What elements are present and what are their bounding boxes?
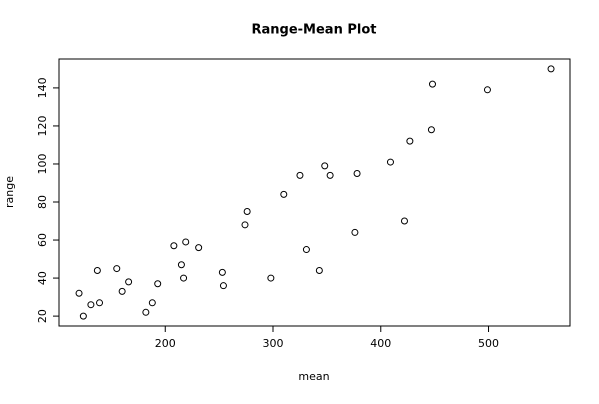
point [483,86,491,94]
point [79,312,87,320]
point [96,299,104,307]
y-tick-label: 140 [36,77,49,98]
point [195,244,203,252]
point [219,282,227,290]
y-tick-label: 40 [36,271,49,285]
point [182,238,190,246]
point [353,169,361,177]
y-tick-label: 100 [36,153,49,174]
y-tick-label: 60 [36,233,49,247]
point [315,266,323,274]
point [280,190,288,198]
x-tick-label: 500 [478,337,499,350]
point [321,162,329,170]
point [170,242,178,250]
point [87,301,95,309]
point [351,228,359,236]
point [118,287,126,295]
point [400,217,408,225]
point [243,208,251,216]
point [75,289,83,297]
y-tick-label: 80 [36,195,49,209]
chart-title: Range-Mean Plot [252,23,377,38]
point [302,246,310,254]
point [93,266,101,274]
point [427,126,435,134]
point [142,308,150,316]
point [241,221,249,229]
x-tick-label: 300 [263,337,284,350]
point [428,80,436,88]
point [180,274,188,282]
point [326,171,334,179]
x-tick-label: 200 [155,337,176,350]
y-tick-label: 120 [36,115,49,136]
point [113,265,121,273]
y-tick-label: 20 [36,309,49,323]
point [148,299,156,307]
point [125,278,133,286]
point [218,268,226,276]
point [406,137,414,145]
plot-box [58,58,571,327]
point [296,171,304,179]
x-axis-label: mean [298,370,329,383]
point [547,65,555,73]
point [267,274,275,282]
y-axis-label: range [3,176,16,208]
x-tick-label: 400 [370,337,391,350]
point [154,280,162,288]
point [386,158,394,166]
point [177,261,185,269]
